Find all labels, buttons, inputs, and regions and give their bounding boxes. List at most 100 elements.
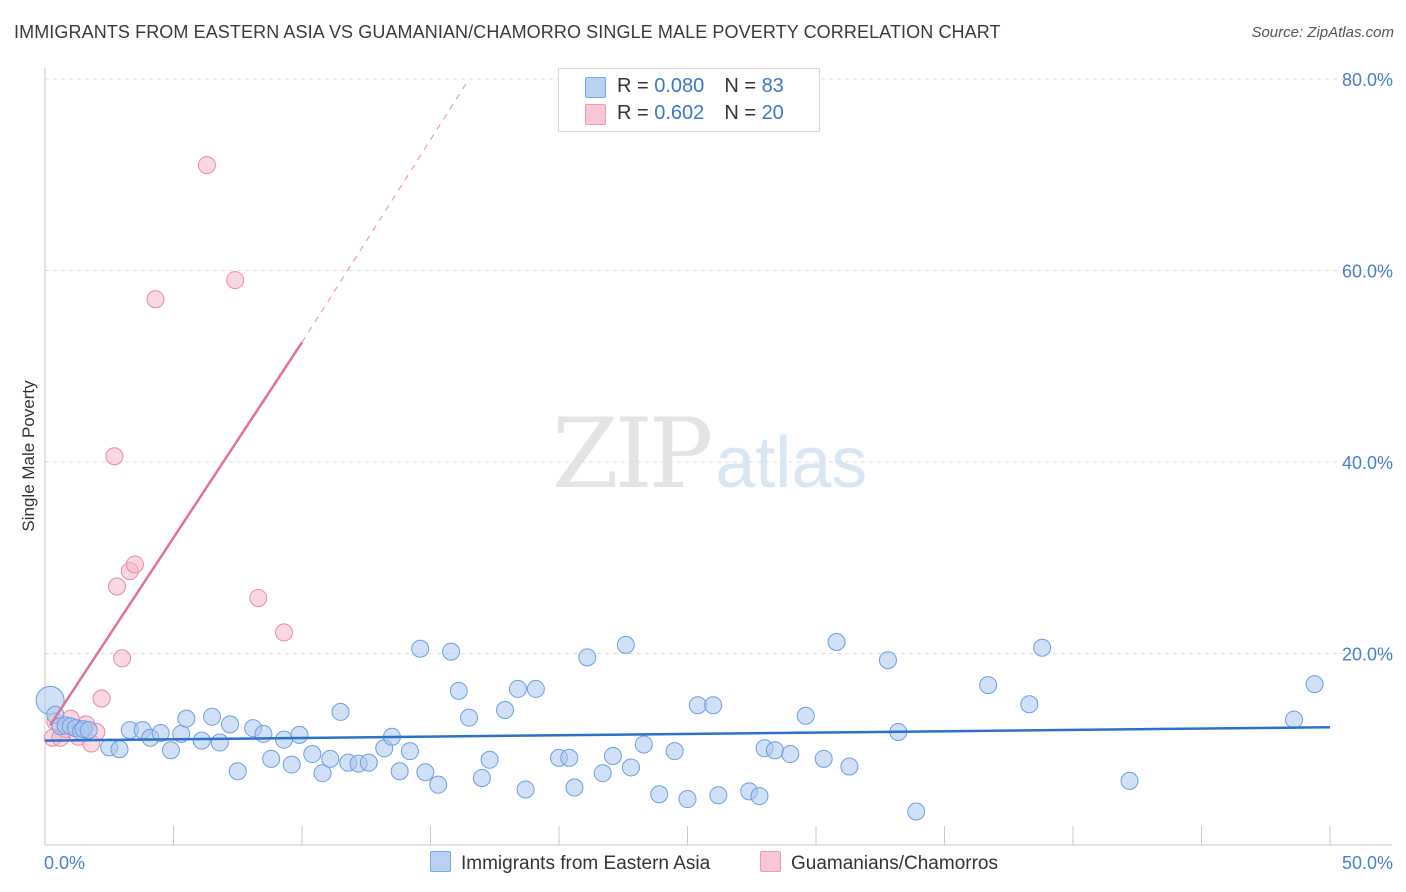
- blue-point: [303, 745, 322, 764]
- blue-point: [907, 802, 926, 821]
- blue-point: [665, 742, 684, 761]
- bottom-legend-label: Immigrants from Eastern Asia: [461, 853, 711, 874]
- blue-point: [275, 730, 294, 749]
- bottom-legend-swatch-pink: [760, 851, 781, 872]
- x-tick-label-max: 50.0%: [1342, 853, 1393, 873]
- blue-point: [593, 764, 612, 783]
- blue-point: [192, 731, 211, 750]
- blue-point: [796, 706, 815, 725]
- blue-point: [321, 749, 340, 768]
- blue-point: [429, 775, 448, 794]
- blue-point: [560, 748, 579, 767]
- blue-point: [750, 787, 769, 806]
- y-axis-label: Single Male Poverty: [19, 380, 38, 532]
- blue-point: [177, 709, 196, 728]
- blue-point: [827, 633, 846, 652]
- y-tick-labels: 20.0% 40.0% 60.0% 80.0%: [1342, 70, 1393, 665]
- blue-point: [442, 642, 461, 661]
- blue-point: [508, 679, 527, 698]
- pink-point: [107, 577, 126, 596]
- blue-point: [814, 749, 833, 768]
- y-tick-label: 20.0%: [1342, 645, 1393, 665]
- source-credit: Source: ZipAtlas.com: [1251, 24, 1394, 41]
- blue-point: [840, 757, 859, 776]
- blue-point: [678, 790, 697, 809]
- bottom-legend-swatch-blue: [430, 851, 451, 872]
- blue-point: [616, 635, 635, 654]
- blue-point: [878, 651, 897, 670]
- legend-r-label: R =: [617, 102, 655, 124]
- blue-point: [765, 741, 784, 760]
- pink-point: [226, 271, 245, 290]
- blue-point: [228, 762, 247, 781]
- blue-point: [526, 679, 545, 698]
- blue-point: [565, 778, 584, 797]
- legend-n-value: 83: [761, 75, 784, 97]
- blue-point: [254, 724, 273, 743]
- chart-title: IMMIGRANTS FROM EASTERN ASIA VS GUAMANIA…: [14, 22, 1001, 42]
- blue-point: [688, 696, 707, 715]
- blue-point: [331, 702, 350, 721]
- blue-point: [496, 700, 515, 719]
- legend-box: R = 0.080 N = 83 R = 0.602 N = 20: [558, 68, 820, 132]
- blue-point: [603, 746, 622, 765]
- blue-point: [516, 780, 535, 799]
- blue-point: [416, 763, 435, 782]
- x-tick-label-min: 0.0%: [44, 853, 85, 873]
- blue-point: [449, 681, 468, 700]
- blue-point: [390, 762, 409, 781]
- blue-point: [400, 742, 419, 761]
- pink-point: [275, 623, 294, 642]
- legend-text: R = 0.080 N = 83: [617, 75, 784, 98]
- blue-point: [1020, 695, 1039, 714]
- series-eastern-asia-points: [35, 633, 1324, 821]
- trend-lines: [44, 78, 1331, 742]
- watermark-zip: ZIP: [552, 398, 713, 510]
- blue-point: [203, 707, 222, 726]
- watermark: ZIPatlas: [552, 398, 867, 510]
- legend-r-value: 0.080: [654, 75, 705, 97]
- blue-point: [1305, 675, 1324, 694]
- watermark-atlas: atlas: [715, 423, 868, 503]
- blue-point: [460, 708, 479, 727]
- blue-point: [290, 725, 309, 744]
- blue-point: [359, 753, 378, 772]
- blue-point: [709, 786, 728, 805]
- blue-point: [110, 740, 129, 759]
- blue-point: [704, 696, 723, 715]
- blue-point: [1033, 638, 1052, 657]
- blue-point: [313, 764, 332, 783]
- pink-point: [92, 689, 111, 708]
- blue-point: [151, 723, 170, 742]
- pink-point: [197, 156, 216, 175]
- legend-r-label: R =: [617, 75, 655, 97]
- pink-point: [113, 649, 132, 668]
- bottom-legend-label: Guamanians/Chamorros: [791, 853, 998, 874]
- pink-point: [146, 290, 165, 309]
- blue-point: [781, 745, 800, 764]
- x-ticks: [173, 826, 1331, 845]
- blue-point: [262, 749, 281, 768]
- blue-point: [79, 721, 98, 740]
- y-tick-label: 80.0%: [1342, 70, 1393, 90]
- pink-point: [249, 588, 268, 607]
- axes: [44, 68, 1392, 846]
- blue-point: [221, 715, 240, 734]
- legend-n-label: N =: [724, 102, 762, 124]
- y-tick-label: 40.0%: [1342, 453, 1393, 473]
- grid-lines: [45, 78, 1392, 654]
- blue-point: [282, 755, 301, 774]
- blue-point: [210, 733, 229, 752]
- blue-point: [1285, 710, 1304, 729]
- blue-point: [979, 676, 998, 695]
- blue-point: [650, 785, 669, 804]
- trend-line-guamanians: [49, 341, 304, 726]
- bottom-legend-eastern-asia: Immigrants from Eastern Asia: [430, 851, 710, 875]
- legend-swatch-pink: [585, 104, 606, 125]
- blue-point: [621, 758, 640, 777]
- blue-point: [411, 639, 430, 658]
- blue-point: [634, 735, 653, 754]
- legend-swatch-blue: [585, 77, 606, 98]
- series-guamanians-points: [43, 156, 294, 753]
